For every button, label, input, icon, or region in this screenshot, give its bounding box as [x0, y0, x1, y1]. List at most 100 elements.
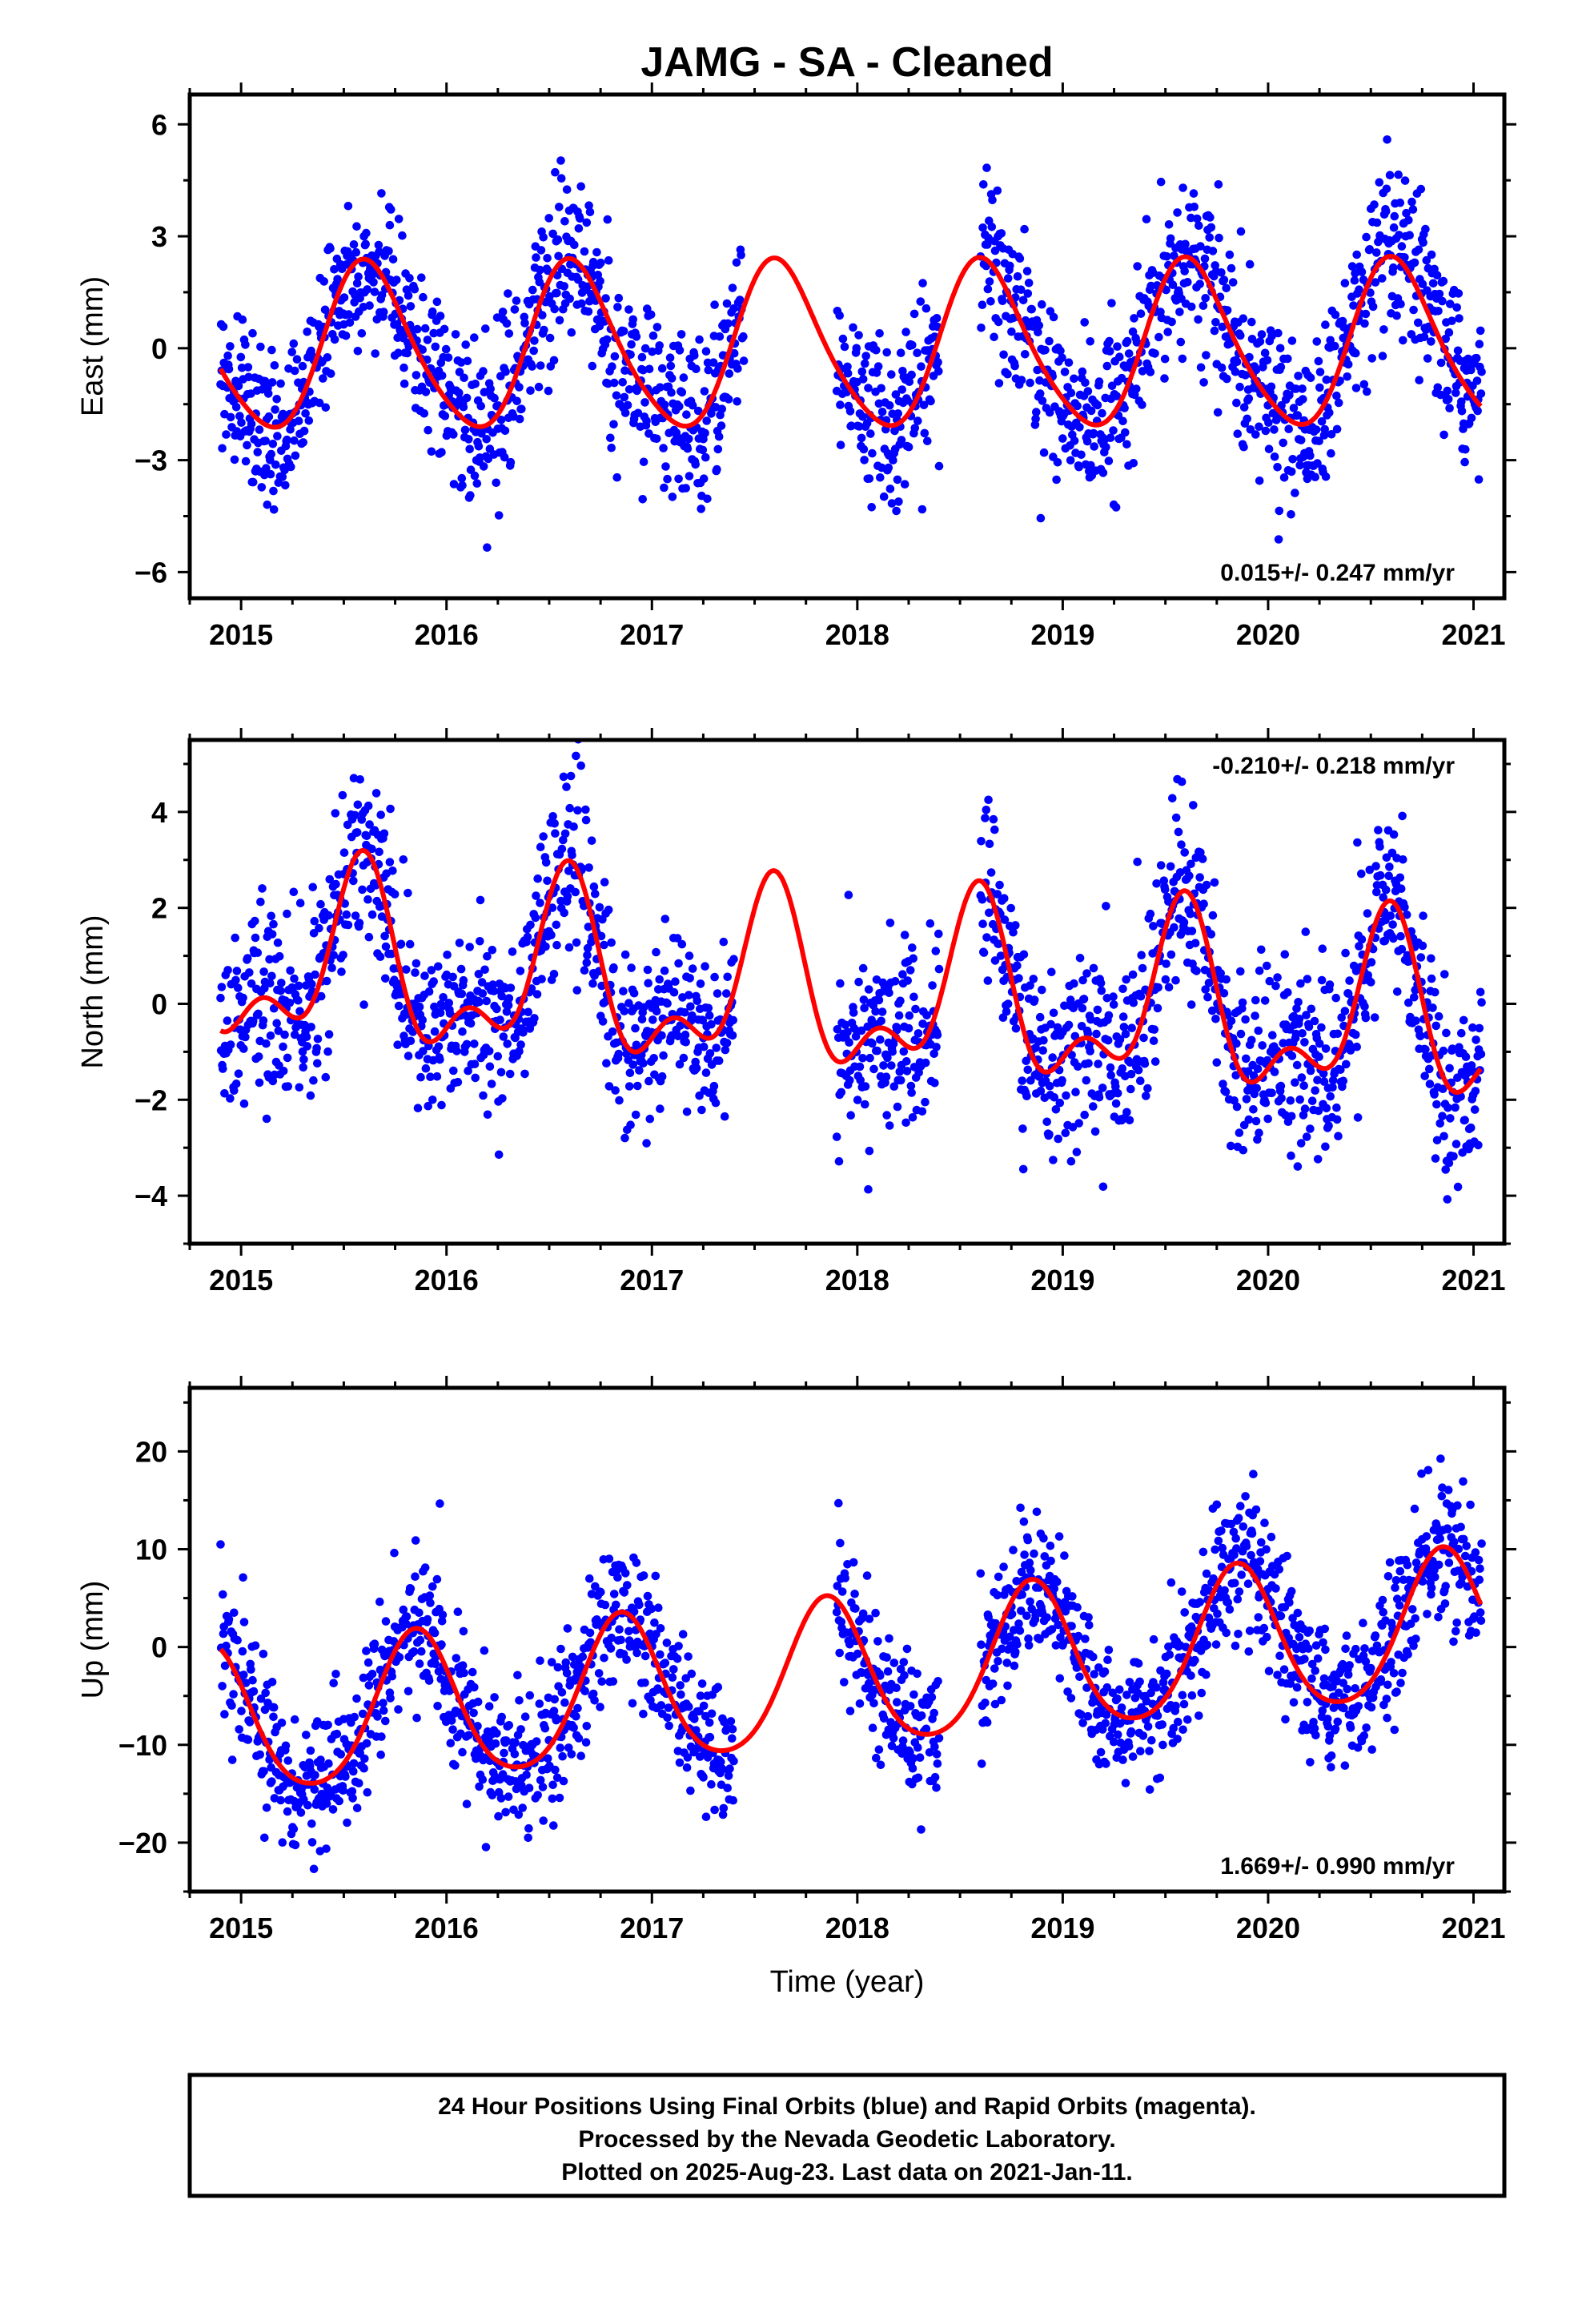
- data-point: [994, 939, 1003, 948]
- data-point: [1115, 1035, 1125, 1044]
- data-point: [1258, 1041, 1267, 1050]
- data-point: [1129, 459, 1138, 468]
- data-point: [1140, 1059, 1150, 1068]
- data-point: [1277, 400, 1286, 410]
- data-point: [865, 1053, 874, 1063]
- data-point: [849, 323, 857, 332]
- data-point: [545, 333, 555, 343]
- data-point: [266, 469, 275, 479]
- data-point: [363, 1787, 372, 1797]
- data-point: [1014, 1619, 1023, 1628]
- data-point: [1045, 1130, 1054, 1139]
- data-point: [564, 866, 573, 875]
- data-point: [623, 400, 632, 410]
- data-point: [906, 1081, 916, 1091]
- data-point: [1431, 1021, 1440, 1031]
- data-point: [898, 1736, 908, 1745]
- data-point: [525, 1691, 535, 1700]
- data-point: [1039, 1035, 1048, 1045]
- data-point: [1104, 456, 1114, 465]
- data-point: [1021, 350, 1030, 359]
- data-point: [1453, 346, 1463, 356]
- data-point: [1014, 974, 1023, 983]
- data-point: [1073, 1602, 1082, 1612]
- data-point: [845, 1076, 854, 1085]
- data-point: [355, 919, 364, 927]
- data-point: [248, 1675, 257, 1685]
- data-point: [1360, 319, 1369, 328]
- data-point: [524, 1823, 533, 1833]
- data-point: [343, 920, 353, 930]
- data-point: [1160, 885, 1170, 894]
- data-point: [723, 1783, 732, 1792]
- data-point: [1459, 1015, 1468, 1025]
- data-point: [1276, 1081, 1286, 1091]
- data-point: [1372, 887, 1381, 897]
- data-point: [1038, 300, 1046, 309]
- rate-label: 0.015+/- 0.247 mm/yr: [1220, 560, 1455, 586]
- data-point: [699, 1042, 709, 1051]
- data-point: [692, 364, 701, 374]
- data-point: [470, 1039, 479, 1048]
- data-point: [1232, 357, 1242, 367]
- data-point: [891, 390, 901, 399]
- y-tick-label: −2: [135, 1084, 167, 1116]
- data-point: [239, 993, 247, 1003]
- data-point: [543, 254, 552, 263]
- data-point: [295, 1083, 304, 1092]
- data-point: [1372, 218, 1382, 227]
- data-point: [1156, 861, 1166, 870]
- data-point: [1142, 215, 1151, 224]
- data-point: [1122, 1691, 1131, 1699]
- data-point: [728, 283, 737, 292]
- data-point: [1435, 1119, 1444, 1128]
- data-point: [278, 1838, 287, 1847]
- data-point: [1109, 1737, 1118, 1747]
- data-point: [1461, 1052, 1471, 1061]
- data-point: [498, 308, 508, 316]
- data-point: [1186, 859, 1195, 869]
- data-point: [1074, 1062, 1082, 1072]
- data-point: [1183, 278, 1192, 287]
- data-point: [894, 497, 903, 506]
- data-point: [889, 1734, 898, 1743]
- data-point: [1013, 271, 1022, 281]
- data-point: [307, 979, 316, 989]
- data-point: [910, 424, 920, 432]
- data-point: [260, 376, 270, 386]
- data-point: [1081, 1634, 1090, 1643]
- data-point: [1214, 180, 1223, 189]
- data-point: [1277, 1094, 1286, 1103]
- data-point: [476, 401, 485, 411]
- data-point: [597, 1677, 606, 1686]
- data-point: [1122, 1108, 1131, 1117]
- data-point: [1233, 429, 1243, 438]
- data-point: [513, 1671, 522, 1680]
- data-point: [660, 966, 669, 975]
- data-point: [1036, 1086, 1046, 1096]
- data-point: [316, 899, 325, 909]
- data-point: [1431, 987, 1439, 997]
- data-point: [436, 1675, 446, 1683]
- data-point: [709, 1081, 719, 1091]
- data-point: [648, 1015, 657, 1024]
- data-point: [1067, 1622, 1076, 1630]
- data-point: [231, 975, 240, 985]
- data-point: [1291, 489, 1299, 497]
- data-point: [713, 444, 723, 454]
- data-point: [1160, 354, 1170, 364]
- data-point: [702, 416, 711, 425]
- data-point: [271, 405, 279, 414]
- data-point: [1473, 406, 1482, 416]
- data-point: [1011, 1647, 1020, 1656]
- data-point: [1089, 428, 1098, 438]
- data-point: [1442, 1028, 1451, 1038]
- data-point: [302, 1032, 311, 1042]
- data-point: [1106, 347, 1114, 356]
- data-point: [1392, 311, 1401, 320]
- data-point: [982, 163, 991, 172]
- data-point: [273, 432, 282, 440]
- data-point: [732, 258, 741, 267]
- data-point: [1034, 321, 1044, 330]
- data-point: [514, 1810, 524, 1819]
